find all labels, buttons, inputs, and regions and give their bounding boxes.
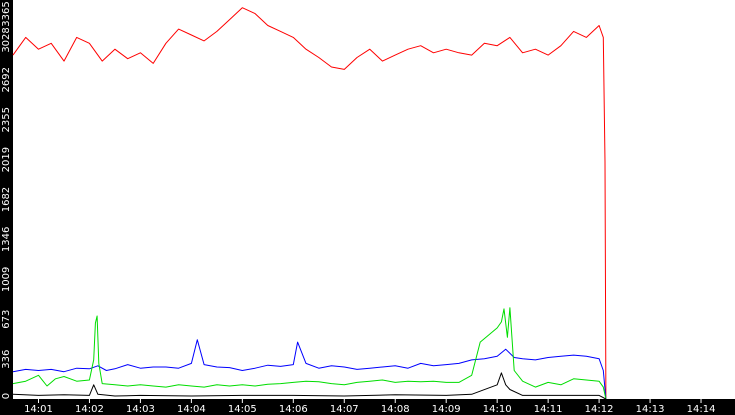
- plot-area: [13, 0, 735, 399]
- x-tick-label: 14:06: [279, 404, 308, 415]
- x-tick-label: 14:10: [483, 404, 512, 415]
- y-tick-label: 1682: [1, 187, 12, 212]
- x-tick-label: 14:07: [330, 404, 359, 415]
- y-tick-label: 3028: [1, 27, 12, 52]
- series-line-1: [12, 339, 607, 400]
- x-tick-label: 14:14: [687, 404, 716, 415]
- x-tick-label: 14:03: [126, 404, 155, 415]
- y-tick-label: 1346: [1, 227, 12, 252]
- y-tick-label: 2355: [1, 107, 12, 132]
- y-tick-label: 673: [1, 310, 12, 329]
- x-tick-label: 14:04: [177, 404, 206, 415]
- series-line-0: [12, 7, 607, 400]
- y-tick-label: 0: [1, 393, 12, 399]
- x-axis: 14:01 14:02 14:03 14:04 14:05 14:06 14:07 14:08…: [24, 399, 715, 415]
- series-line-2: [12, 307, 607, 400]
- series-layer: [12, 7, 607, 400]
- x-tick-label: 14:08: [381, 404, 410, 415]
- series-line-3: [12, 372, 607, 400]
- x-tick-label: 14:13: [636, 404, 665, 415]
- x-tick-label: 14:11: [534, 404, 563, 415]
- y-tick-label: 336: [1, 350, 12, 369]
- x-tick-label: 14:05: [228, 404, 257, 415]
- y-tick-label: 2019: [1, 147, 12, 172]
- x-tick-label: 14:02: [75, 404, 104, 415]
- y-tick-label: 3365: [1, 1, 12, 26]
- x-tick-label: 14:12: [585, 404, 614, 415]
- y-tick-label: 2692: [1, 67, 12, 92]
- x-tick-label: 14:01: [24, 404, 53, 415]
- x-tick-label: 14:09: [432, 404, 461, 415]
- y-tick-label: 1009: [1, 267, 12, 292]
